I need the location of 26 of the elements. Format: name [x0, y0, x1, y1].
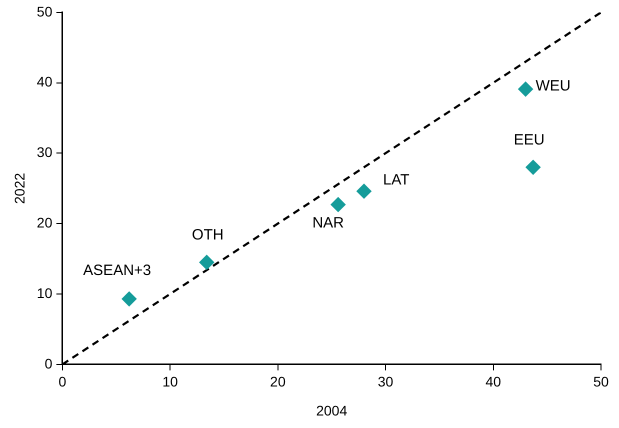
y-axis-title: 2022	[11, 172, 28, 204]
x-tick-label: 10	[162, 374, 178, 390]
x-tick-label: 30	[378, 374, 394, 390]
point	[526, 160, 541, 175]
point	[122, 291, 137, 306]
x-tick-label: 20	[270, 374, 286, 390]
y-tick-label: 10	[36, 284, 53, 301]
annotation: WEU	[536, 77, 571, 94]
y-tick-label: 0	[44, 355, 53, 372]
annotation: OTH	[192, 226, 224, 244]
point	[199, 254, 214, 270]
x-tick-label: 40	[485, 374, 502, 390]
y-tick-label: 20	[36, 214, 53, 230]
x-tick-label: 0	[58, 374, 66, 390]
x-tick-label: 50	[593, 374, 609, 390]
x-axis-title: 2004	[316, 402, 348, 418]
y-tick-label: 50	[36, 3, 53, 20]
annotation: EEU	[514, 131, 545, 148]
point	[356, 184, 372, 199]
annotation: NAR	[312, 214, 344, 232]
y-tick-label: 40	[36, 74, 53, 90]
annotation: ASEAN+3	[83, 262, 152, 280]
y-tick-label: 30	[36, 144, 53, 160]
point	[330, 197, 346, 212]
point	[518, 82, 534, 97]
annotation: LAT	[383, 171, 410, 188]
